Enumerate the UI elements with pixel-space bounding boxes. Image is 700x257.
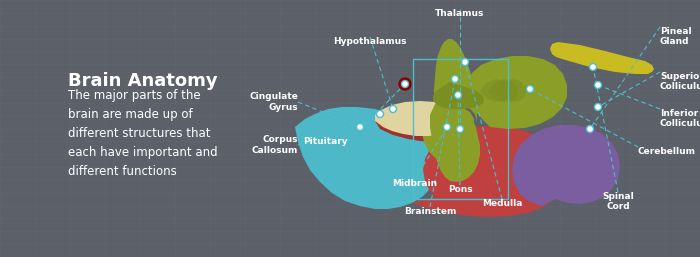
Circle shape xyxy=(402,80,409,87)
Polygon shape xyxy=(422,102,474,161)
Circle shape xyxy=(461,59,468,66)
Text: Pons: Pons xyxy=(448,185,472,194)
Text: Thalamus: Thalamus xyxy=(435,9,484,18)
Circle shape xyxy=(456,125,463,133)
Text: Corpus
Callosum: Corpus Callosum xyxy=(251,135,298,155)
Circle shape xyxy=(389,106,396,113)
Polygon shape xyxy=(468,56,567,129)
Polygon shape xyxy=(434,39,477,129)
Polygon shape xyxy=(496,79,526,102)
Text: Spinal
Cord: Spinal Cord xyxy=(602,192,634,212)
Polygon shape xyxy=(430,104,480,182)
Circle shape xyxy=(454,91,461,98)
Polygon shape xyxy=(433,82,484,109)
Polygon shape xyxy=(512,125,620,206)
Text: Superior
Colliculus: Superior Colliculus xyxy=(660,72,700,91)
Circle shape xyxy=(587,125,594,133)
Polygon shape xyxy=(480,79,510,102)
Text: Cerebellum: Cerebellum xyxy=(638,147,696,156)
Polygon shape xyxy=(550,42,654,74)
Text: Pituitary: Pituitary xyxy=(303,137,348,146)
Circle shape xyxy=(594,104,601,111)
Text: Hypothalamus: Hypothalamus xyxy=(333,37,407,46)
Circle shape xyxy=(452,76,458,82)
Text: Brain Anatomy: Brain Anatomy xyxy=(68,72,218,90)
Circle shape xyxy=(594,81,601,88)
Text: The major parts of the
brain are made up of
different structures that
each have : The major parts of the brain are made up… xyxy=(68,89,218,178)
Polygon shape xyxy=(375,101,468,136)
Circle shape xyxy=(356,124,363,131)
Circle shape xyxy=(526,86,533,93)
Circle shape xyxy=(399,78,411,90)
Text: Brainstem: Brainstem xyxy=(404,207,456,216)
Polygon shape xyxy=(295,107,437,209)
Polygon shape xyxy=(412,126,567,217)
Text: Inferior
Colliculus: Inferior Colliculus xyxy=(660,109,700,128)
Polygon shape xyxy=(488,79,518,102)
Polygon shape xyxy=(375,103,470,142)
Text: Pineal
Gland: Pineal Gland xyxy=(660,27,692,47)
Text: Medulla: Medulla xyxy=(482,199,522,208)
Text: Cingulate
Gyrus: Cingulate Gyrus xyxy=(249,92,298,112)
Circle shape xyxy=(589,63,596,70)
Circle shape xyxy=(377,111,384,117)
Circle shape xyxy=(444,124,451,131)
Text: Midbrain: Midbrain xyxy=(393,179,438,188)
